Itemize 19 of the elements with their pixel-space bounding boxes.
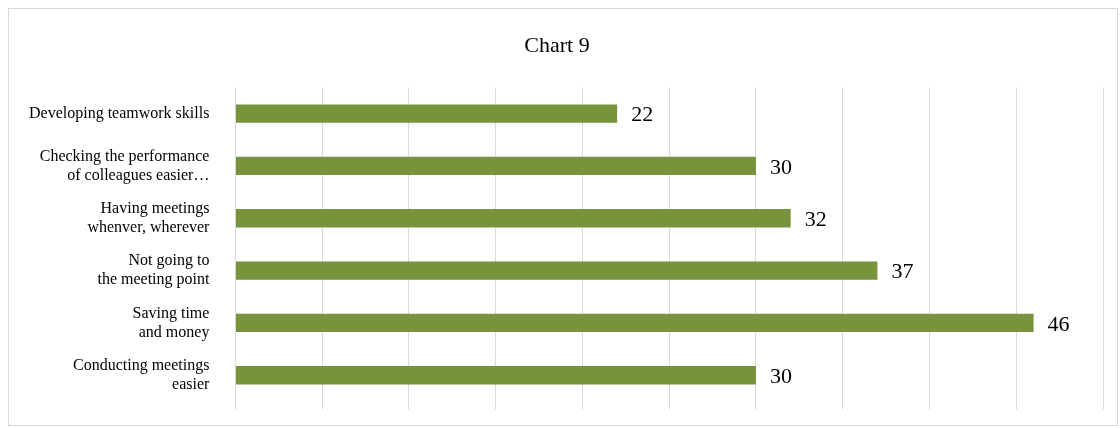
data-label: 46 bbox=[1047, 310, 1070, 336]
bar bbox=[235, 156, 756, 176]
y-tick-label: Conducting meetings easier bbox=[72, 355, 211, 393]
data-label: 30 bbox=[769, 153, 792, 179]
bar bbox=[235, 104, 618, 123]
data-label: 22 bbox=[631, 101, 654, 127]
bar bbox=[235, 261, 878, 280]
bar bbox=[235, 366, 756, 385]
bar bbox=[235, 209, 791, 228]
y-tick-label: Not going to the meeting point bbox=[97, 251, 210, 289]
data-label: 37 bbox=[891, 258, 914, 284]
chart-title: Chart 9 bbox=[524, 31, 590, 57]
bar bbox=[235, 313, 1034, 333]
y-tick-label: Saving time and money bbox=[132, 303, 210, 341]
data-label: 32 bbox=[804, 206, 827, 232]
data-label: 30 bbox=[769, 363, 792, 389]
y-tick-label: Developing teamwork skills bbox=[28, 103, 210, 122]
y-tick-label: Having meetings whenver, wherever bbox=[87, 198, 211, 236]
y-tick-label: Checking the performance of colleagues easier… bbox=[39, 146, 210, 184]
